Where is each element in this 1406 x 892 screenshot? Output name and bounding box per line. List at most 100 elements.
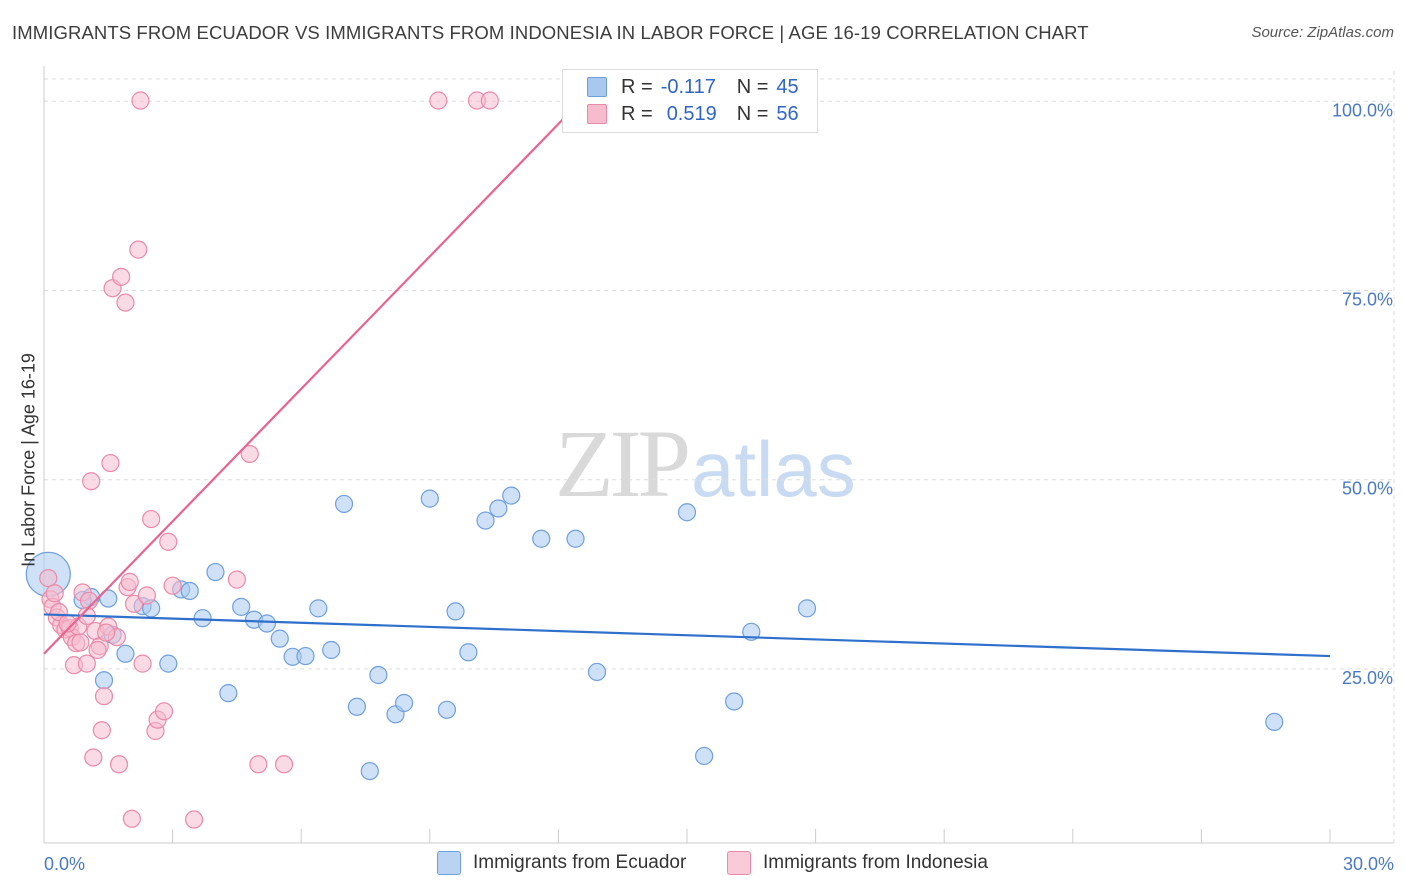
indonesia-point-38 <box>154 702 174 721</box>
indonesia-points <box>39 91 499 829</box>
indonesia-point-34 <box>137 586 156 605</box>
watermark-atlas: atlas <box>691 425 856 513</box>
indonesia-point-0 <box>39 568 58 588</box>
indonesia-point-28 <box>120 572 139 591</box>
series-legend-indonesia-label: Immigrants from Indonesia <box>763 852 988 873</box>
indonesia-point-55 <box>88 640 107 660</box>
ecuador-point-12 <box>206 562 225 582</box>
legend-r-label-1: R = <box>621 75 653 98</box>
indonesia-point-52 <box>97 623 116 642</box>
indonesia-point-42 <box>227 570 246 589</box>
legend-n-label-1: N = <box>736 75 769 98</box>
series-legend: Immigrants from Ecuador Immigrants from … <box>0 851 1406 879</box>
ecuador-point-5 <box>116 644 135 663</box>
indonesia-point-19 <box>94 687 114 706</box>
indonesia-point-40 <box>163 576 182 595</box>
chart-title: IMMIGRANTS FROM ECUADOR VS IMMIGRANTS FR… <box>12 22 1089 43</box>
legend-n-value-2: 56 <box>776 102 799 125</box>
series-swatch-indonesia <box>727 851 751 875</box>
legend-swatch-indonesia <box>587 104 607 124</box>
legend-row-indonesia: R = 0.519 N = 56 <box>587 101 799 127</box>
x-tick-label-max: 30.0% <box>1343 854 1394 874</box>
ecuador-point-16 <box>257 614 277 633</box>
ecuador-point-22 <box>334 494 354 514</box>
indonesia-point-33 <box>133 654 152 673</box>
watermark-zip: ZIP <box>555 410 691 517</box>
ecuador-point-21 <box>322 640 341 660</box>
legend-r-value-1: -0.117 <box>660 75 716 98</box>
trend-layer <box>43 96 1331 658</box>
indonesia-point-24 <box>109 755 129 774</box>
watermark: ZIPatlas <box>555 408 856 519</box>
indonesia-point-48 <box>480 91 499 110</box>
ecuador-point-33 <box>489 499 508 518</box>
y-tick-label-100: 100.0% <box>1332 100 1393 120</box>
y-tick-label-50: 50.0% <box>1342 479 1393 499</box>
ecuador-trend-line <box>43 613 1331 658</box>
legend-swatch-ecuador <box>587 77 607 97</box>
indonesia-point-54 <box>45 584 64 603</box>
source-label: Source: ZipAtlas.com <box>1251 24 1394 41</box>
indonesia-point-39 <box>159 532 178 551</box>
series-legend-indonesia[interactable]: Immigrants from Indonesia <box>727 851 988 875</box>
ecuador-point-17 <box>270 629 289 648</box>
axis-layer <box>43 66 1394 844</box>
ecuador-point-13 <box>219 684 238 703</box>
y-tick-label-75: 75.0% <box>1342 289 1393 309</box>
ecuador-point-32 <box>476 511 495 530</box>
y-axis-label: In Labor Force | Age 16-19 <box>18 353 39 567</box>
legend-r-label-2: R = <box>621 102 653 125</box>
ecuador-point-31 <box>459 643 478 662</box>
indonesia-point-46 <box>429 91 448 110</box>
series-legend-ecuador-label: Immigrants from Ecuador <box>473 852 687 873</box>
indonesia-point-21 <box>101 453 120 473</box>
indonesia-point-14 <box>82 472 101 491</box>
series-legend-ecuador[interactable]: Immigrants from Ecuador <box>437 851 686 875</box>
indonesia-point-35 <box>142 509 161 529</box>
ecuador-point-39 <box>695 746 714 766</box>
indonesia-point-12 <box>77 654 96 673</box>
ecuador-point-27 <box>394 693 414 713</box>
ecuador-point-40 <box>725 692 744 711</box>
ecuador-point-14 <box>232 597 251 616</box>
indonesia-point-25 <box>112 267 131 286</box>
ecuador-point-25 <box>369 665 388 685</box>
ecuador-point-37 <box>587 662 607 682</box>
ecuador-point-42 <box>797 599 817 618</box>
legend-n-value-1: 45 <box>776 75 799 98</box>
indonesia-point-44 <box>249 755 268 774</box>
ecuador-point-20 <box>309 599 328 618</box>
ecuador-point-28 <box>420 489 439 508</box>
indonesia-point-31 <box>129 240 148 259</box>
legend-row-ecuador: R = -0.117 N = 45 <box>587 74 799 100</box>
ecuador-point-8 <box>159 654 178 673</box>
ecuador-point-29 <box>437 700 457 719</box>
ecuador-point-24 <box>360 761 379 781</box>
indonesia-point-26 <box>116 293 135 312</box>
indonesia-point-43 <box>240 444 259 464</box>
legend-r-value-2: 0.519 <box>666 102 717 125</box>
indonesia-trend-line <box>43 96 585 655</box>
ecuador-point-2 <box>99 589 118 608</box>
ecuador-point-34 <box>502 486 521 505</box>
indonesia-point-29 <box>122 809 141 828</box>
ecuador-point-38 <box>677 503 697 522</box>
indonesia-point-45 <box>274 755 294 774</box>
series-swatch-ecuador <box>437 851 461 875</box>
ecuador-point-3 <box>94 671 114 690</box>
ecuador-point-30 <box>446 602 465 621</box>
indonesia-point-41 <box>184 810 204 829</box>
correlation-legend: R = -0.117 N = 45 R = 0.519 N = 56 <box>562 69 818 133</box>
ecuador-point-36 <box>566 529 585 548</box>
ecuador-point-43 <box>1265 712 1284 732</box>
tick-layer: 25.0% 50.0% 75.0% 100.0% 0.0% 30.0% <box>44 100 1394 874</box>
indonesia-point-30 <box>124 594 144 613</box>
ecuador-point-23 <box>347 697 367 716</box>
ecuador-point-11 <box>193 609 212 628</box>
y-tick-label-25: 25.0% <box>1342 668 1393 688</box>
ecuador-point-10 <box>180 581 199 601</box>
indonesia-point-32 <box>131 91 150 110</box>
ecuador-point-19 <box>296 646 315 666</box>
indonesia-point-18 <box>92 721 111 740</box>
